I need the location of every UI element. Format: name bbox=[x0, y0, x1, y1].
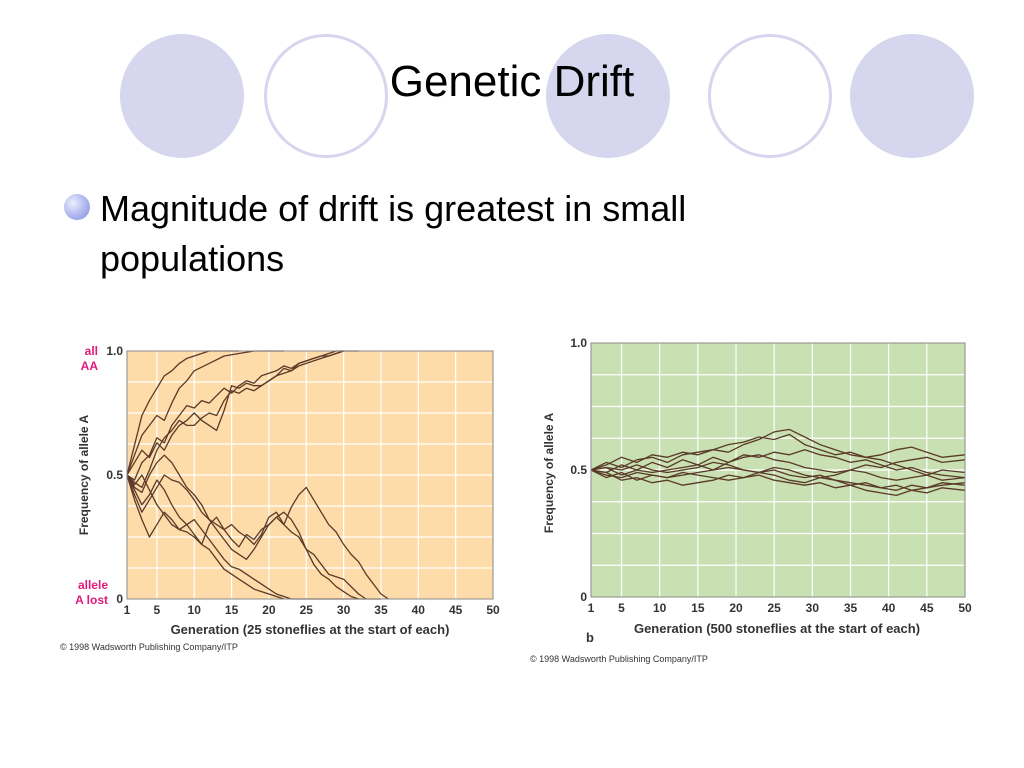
chart-b-x-tick-label: 30 bbox=[806, 601, 820, 615]
chart-b-series-line-4 bbox=[590, 454, 966, 476]
decor-circle-filled-3 bbox=[850, 34, 974, 158]
chart-b-x-axis-label: Generation (500 stoneflies at the start … bbox=[634, 621, 920, 636]
chart-a-top-annotation-line-1: all bbox=[85, 344, 98, 358]
chart-b-y-tick-label: 1.0 bbox=[570, 336, 587, 350]
chart-b-panel-label: b bbox=[586, 630, 594, 645]
chart-b-frame bbox=[590, 342, 966, 598]
chart-a-x-axis-label: Generation (25 stoneflies at the start o… bbox=[171, 622, 450, 637]
bullet-text: Magnitude of drift is greatest in small … bbox=[100, 188, 687, 279]
chart-a-series-line-4 bbox=[126, 350, 344, 476]
chart-a-y-axis-label: Frequency of allele A bbox=[77, 415, 91, 536]
chart-b-x-tick-label: 50 bbox=[958, 601, 972, 615]
chart-a-x-tick-label: 30 bbox=[337, 603, 351, 617]
chart-a-y-tick-label: 1.0 bbox=[106, 344, 123, 358]
chart-a-series-line-10 bbox=[126, 474, 285, 600]
chart-a-x-tick-label: 25 bbox=[300, 603, 314, 617]
chart-a-x-tick-label: 45 bbox=[449, 603, 463, 617]
chart-a-grid bbox=[127, 351, 493, 599]
chart-a-bottom-annotation-line-2: A lost bbox=[75, 593, 108, 607]
chart-a-frame bbox=[126, 350, 494, 600]
chart-a-x-tick-label: 20 bbox=[262, 603, 276, 617]
decor-circle-ring-1 bbox=[264, 34, 388, 158]
chart-b-copyright: © 1998 Wadsworth Publishing Company/ITP bbox=[530, 654, 708, 664]
chart-b-x-tick-label: 35 bbox=[844, 601, 858, 615]
chart-a-series-line-8 bbox=[126, 474, 359, 600]
chart-b-series-line-7 bbox=[590, 469, 966, 497]
chart-b-x-ticks: 1 5 10 15 20 25 30 35 40 45 50 bbox=[588, 601, 972, 615]
chart-a-y-tick-label: 0.5 bbox=[106, 468, 123, 482]
bullet-icon bbox=[64, 194, 90, 220]
chart-b-x-tick-label: 40 bbox=[882, 601, 896, 615]
chart-b-x-tick-label: 25 bbox=[768, 601, 782, 615]
chart-a-y-tick-label: 0 bbox=[116, 592, 123, 606]
chart-a-series-line-2 bbox=[126, 350, 284, 476]
chart-a-copyright: © 1998 Wadsworth Publishing Company/ITP bbox=[60, 642, 238, 652]
chart-a-series-line-7 bbox=[126, 474, 389, 600]
chart-small-population: 1 5 10 15 20 25 30 35 40 45 50 00.51.0 all AA alle… bbox=[60, 344, 500, 652]
chart-b-series-line-1 bbox=[590, 428, 966, 476]
chart-a-x-tick-label: 15 bbox=[225, 603, 239, 617]
chart-a-bottom-annotation-line-1: allele bbox=[78, 578, 108, 592]
chart-b-y-axis-label: Frequency of allele A bbox=[542, 413, 556, 534]
chart-a-x-tick-label: 40 bbox=[412, 603, 426, 617]
chart-b-x-tick-label: 15 bbox=[691, 601, 705, 615]
chart-b-y-ticks: 0 0.5 1.0 bbox=[570, 336, 587, 604]
decor-circle-filled-1 bbox=[120, 34, 244, 158]
chart-a-x-tick-label: 10 bbox=[188, 603, 202, 617]
chart-b-x-tick-label: 10 bbox=[653, 601, 667, 615]
chart-a-top-annotation-line-2: AA bbox=[81, 359, 99, 373]
chart-large-population: 1 5 10 15 20 25 30 35 40 45 50 00.51.0 Frequency o… bbox=[530, 336, 972, 664]
chart-b-series-group bbox=[590, 428, 966, 497]
chart-a-x-tick-label: 35 bbox=[374, 603, 388, 617]
chart-a-series-line-6 bbox=[126, 454, 367, 600]
chart-b-x-tick-label: 5 bbox=[618, 601, 625, 615]
chart-b-series-line-6 bbox=[590, 469, 966, 491]
chart-a-series-line-5 bbox=[126, 350, 344, 489]
chart-a-x-tick-label: 5 bbox=[154, 603, 161, 617]
chart-b-x-tick-label: 1 bbox=[588, 601, 595, 615]
chart-b-y-tick-label: 0.5 bbox=[570, 463, 587, 477]
slide-title: Genetic Drift bbox=[389, 57, 635, 106]
chart-b-x-tick-label: 20 bbox=[729, 601, 743, 615]
chart-b-series-line-3 bbox=[590, 449, 966, 479]
chart-b-series-line-2 bbox=[590, 433, 966, 471]
chart-a-x-tick-label: 50 bbox=[486, 603, 500, 617]
chart-b-series-line-8 bbox=[590, 461, 966, 481]
chart-a-x-tick-label: 1 bbox=[124, 603, 131, 617]
chart-b-y-tick-label: 0 bbox=[580, 590, 587, 604]
chart-a-x-ticks: 1 5 10 15 20 25 30 35 40 45 50 bbox=[124, 603, 500, 617]
chart-b-grid bbox=[591, 343, 965, 597]
decor-circle-filled-2 bbox=[546, 34, 670, 158]
chart-b-x-tick-label: 45 bbox=[920, 601, 934, 615]
chart-a-y-ticks: 0 0.5 1.0 bbox=[106, 344, 123, 606]
decor-circle-ring-2 bbox=[708, 34, 832, 158]
